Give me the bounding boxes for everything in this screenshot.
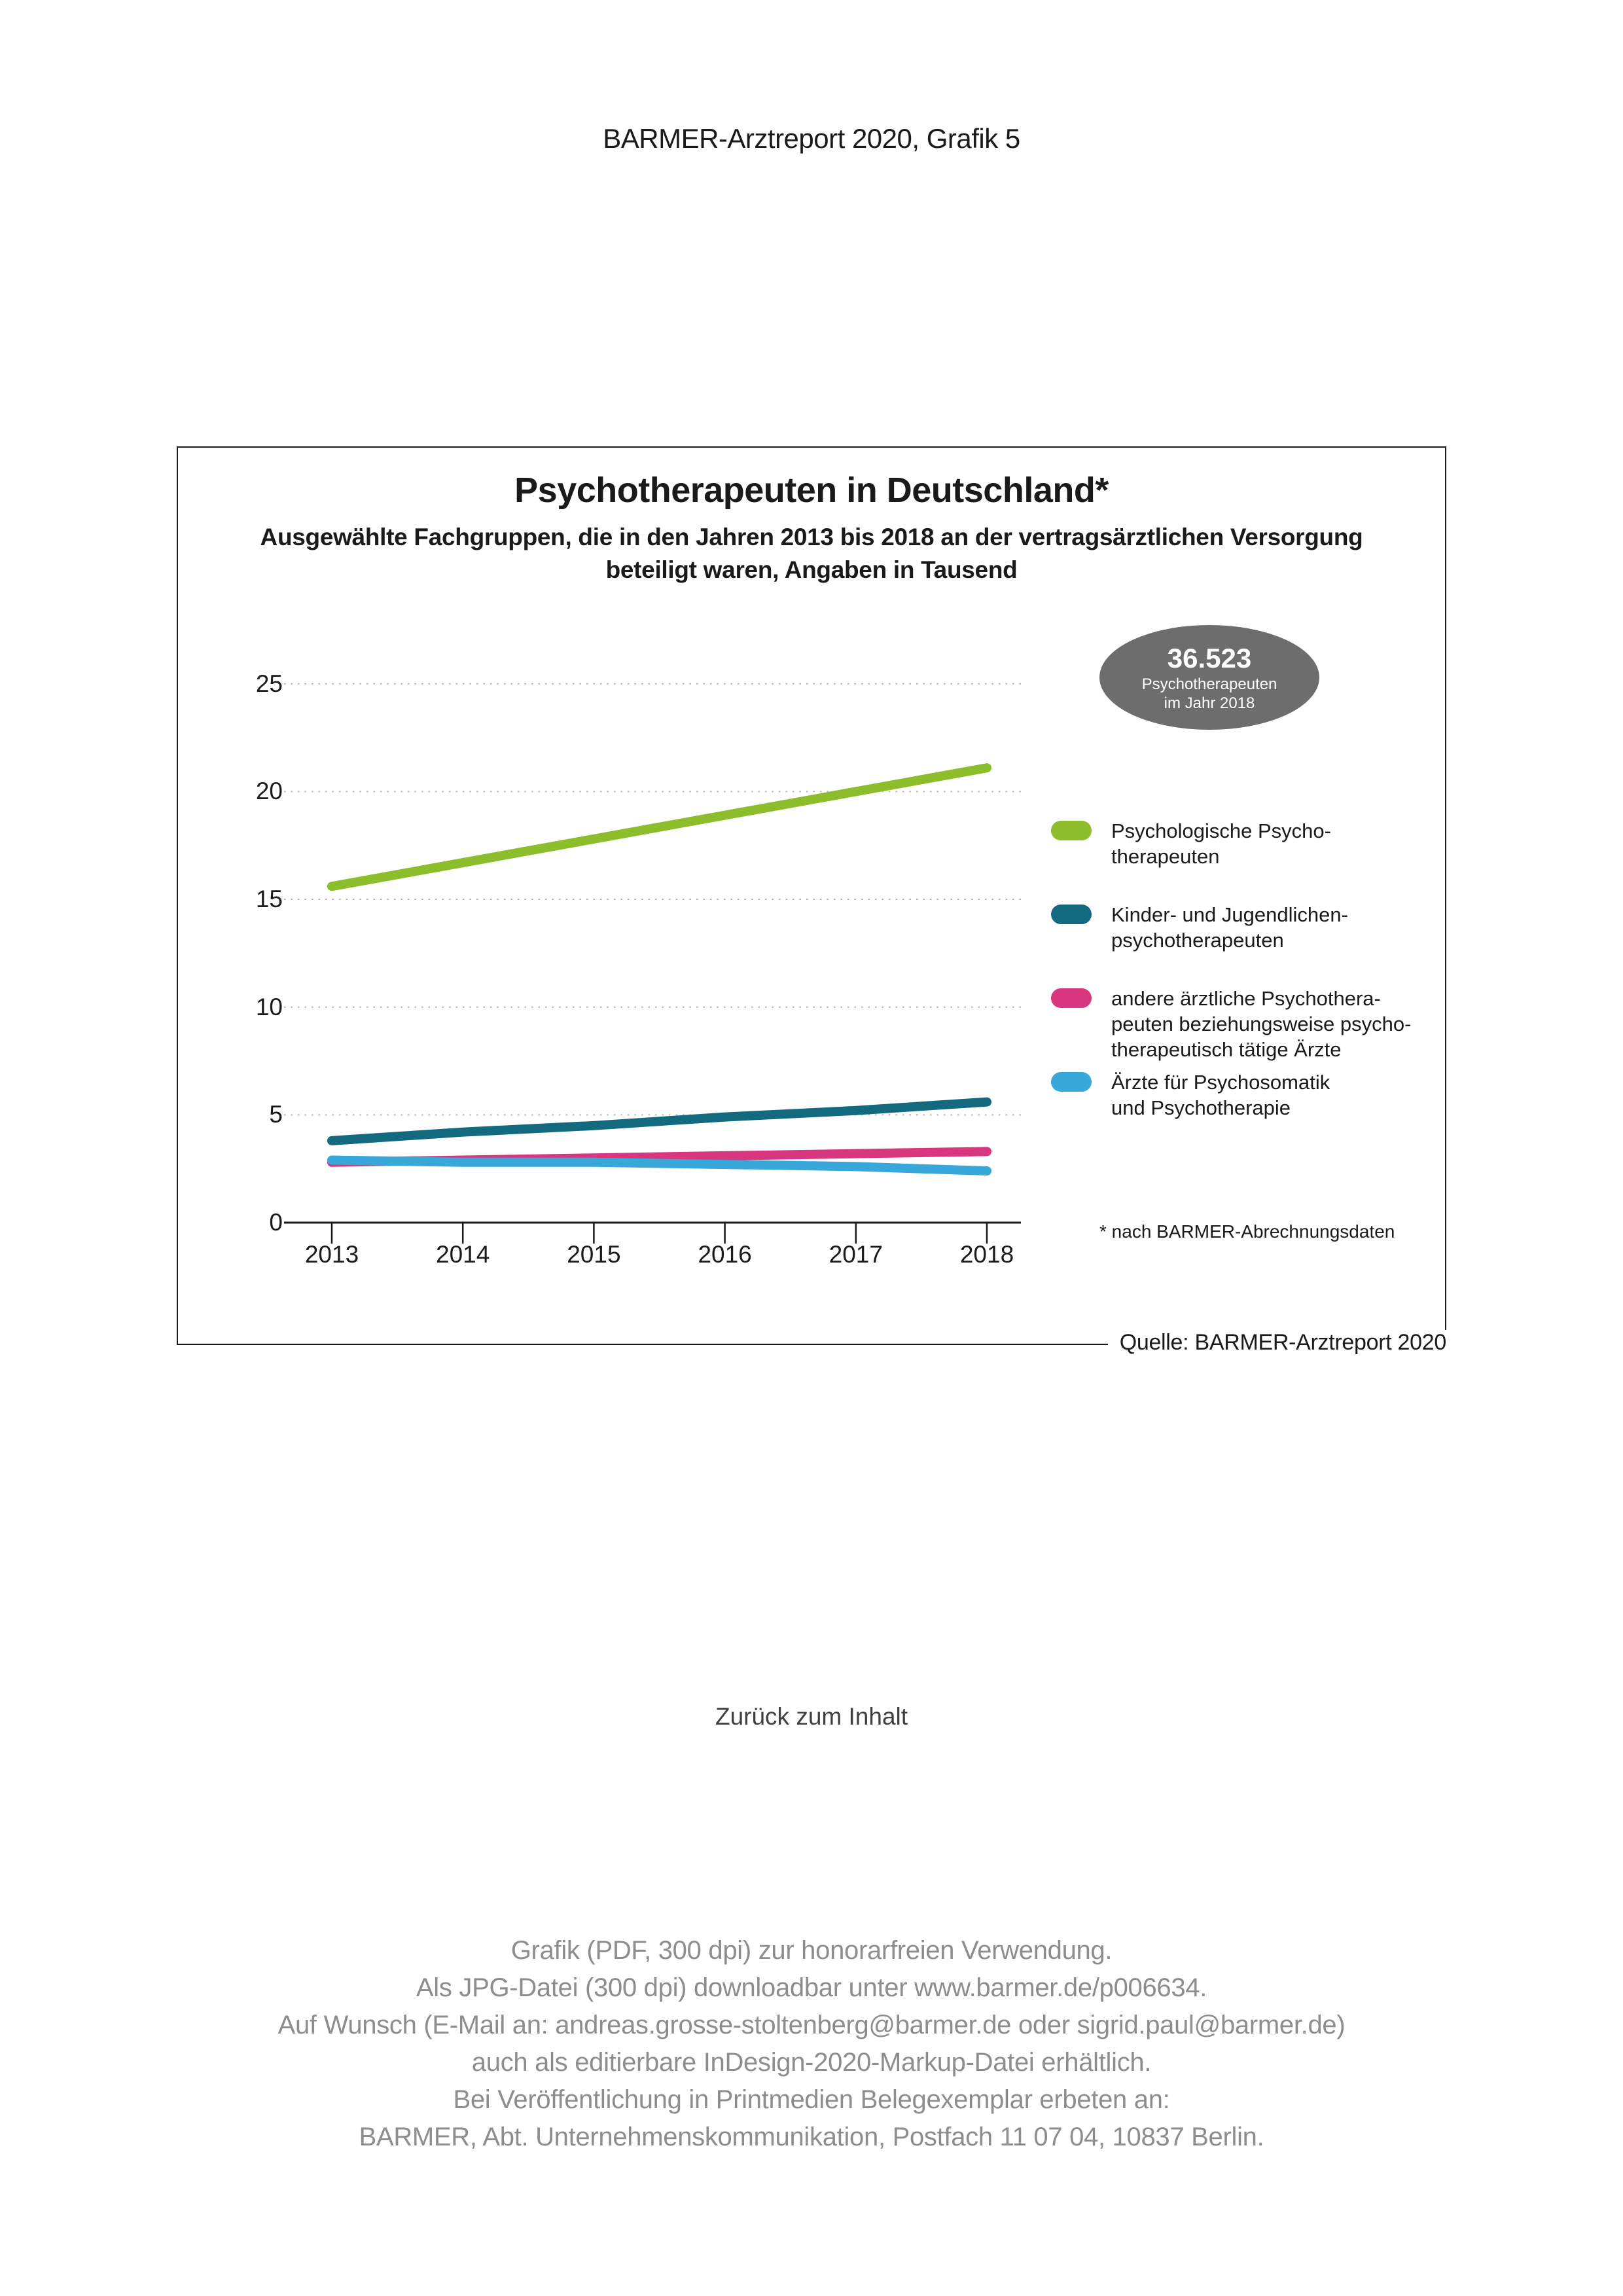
- legend-swatch-icon: [1051, 1072, 1092, 1092]
- y-axis-label: 25: [255, 670, 283, 697]
- chart-subtitle-line-2: beteiligt waren, Angaben in Tausend: [605, 556, 1018, 583]
- footer-line: auch als editierbare InDesign-2020-Marku…: [471, 2048, 1152, 2077]
- x-axis-label: 2013: [304, 1241, 359, 1268]
- x-axis-label: 2018: [959, 1241, 1014, 1268]
- chart-subtitle: Ausgewählte Fachgruppen, die in den Jahr…: [178, 521, 1445, 586]
- badge-label-line-1: Psychotherapeuten: [1141, 675, 1277, 693]
- source-label: Quelle: BARMER-Arztreport 2020: [1107, 1329, 1446, 1355]
- legend-row: Psychologische Psycho-therapeuten: [1051, 818, 1331, 869]
- total-badge: 36.523 Psychotherapeuten im Jahr 2018: [1099, 625, 1319, 730]
- y-axis-label: 10: [255, 993, 283, 1020]
- chart-subtitle-line-1: Ausgewählte Fachgruppen, die in den Jahr…: [260, 524, 1363, 550]
- footer-line: Grafik (PDF, 300 dpi) zur honorarfreien …: [510, 1936, 1113, 1965]
- badge-value: 36.523: [1167, 643, 1252, 673]
- back-to-contents-link[interactable]: Zurück zum Inhalt: [715, 1703, 908, 1730]
- page-title: BARMER-Arztreport 2020, Grafik 5: [603, 123, 1020, 154]
- legend-label: Ärzte für Psychosomatik und Psychotherapi…: [1111, 1071, 1330, 1119]
- series-line-0: [327, 763, 991, 891]
- chart-figure: Psychotherapeuten in Deutschland* Ausgew…: [177, 446, 1446, 1355]
- legend-label: andere ärztliche Psychothera-peuten bezi…: [1111, 987, 1412, 1061]
- y-axis-label: 0: [269, 1209, 283, 1236]
- footer-line: Als JPG-Datei (300 dpi) downloadbar unte…: [416, 1973, 1207, 2002]
- x-axis-label: 2016: [698, 1241, 752, 1268]
- legend-row: andere ärztliche Psychothera-peuten bezi…: [1051, 986, 1411, 1062]
- series-line-2: [327, 1147, 991, 1167]
- legend-swatch-icon: [1051, 988, 1092, 1008]
- legend-row: Ärzte für Psychosomatik und Psychotherapi…: [1051, 1069, 1330, 1121]
- legend-label: Psychologische Psycho-therapeuten: [1111, 819, 1331, 868]
- x-axis-label: 2014: [436, 1241, 490, 1268]
- series-line-3: [327, 1155, 991, 1175]
- legend-row: Kinder- und Jugendlichen-psychotherapeut…: [1051, 902, 1348, 953]
- legend-swatch-icon: [1051, 905, 1092, 924]
- chart-footnote: * nach BARMER-Abrechnungsdaten: [1099, 1221, 1395, 1242]
- y-axis-label: 5: [269, 1101, 283, 1128]
- legend-label: Kinder- und Jugendlichen-psychotherapeut…: [1111, 903, 1348, 952]
- badge-label-line-2: im Jahr 2018: [1164, 694, 1255, 712]
- x-axis-label: 2017: [829, 1241, 883, 1268]
- footer-line: Bei Veröffentlichung in Printmedien Bele…: [453, 2085, 1170, 2114]
- x-axis-label: 2015: [567, 1241, 621, 1268]
- y-axis-label: 20: [255, 778, 283, 805]
- chart-title: Psychotherapeuten in Deutschland*: [514, 471, 1109, 510]
- y-axis-label: 15: [255, 886, 283, 913]
- footer-note: Grafik (PDF, 300 dpi) zur honorarfreien …: [0, 1932, 1623, 2156]
- legend-swatch-icon: [1051, 821, 1092, 840]
- footer-line: BARMER, Abt. Unternehmenskommunikation, …: [359, 2123, 1264, 2151]
- series-line-1: [327, 1097, 991, 1145]
- footer-line: Auf Wunsch (E-Mail an: andreas.grosse-st…: [277, 2011, 1346, 2039]
